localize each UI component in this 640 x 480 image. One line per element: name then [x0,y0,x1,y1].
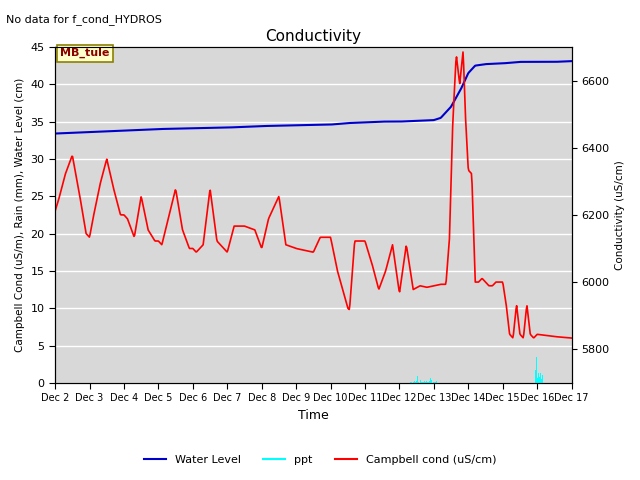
Text: No data for f_cond_HYDROS: No data for f_cond_HYDROS [6,14,163,25]
Water Level [568,58,575,64]
Water Level [184,126,192,132]
Y-axis label: Conductivity (uS/cm): Conductivity (uS/cm) [615,160,625,270]
Campbell cond (uS/cm) [351,238,359,244]
Campbell cond (uS/cm) [497,279,504,285]
Line: Campbell cond (uS/cm): Campbell cond (uS/cm) [55,52,572,338]
Text: MB_tule: MB_tule [60,48,109,58]
Campbell cond (uS/cm) [51,208,59,214]
Water Level [143,127,150,132]
Y-axis label: Campbell Cond (uS/m), Rain (mm), Water Level (cm): Campbell Cond (uS/m), Rain (mm), Water L… [15,78,25,352]
Campbell cond (uS/cm) [83,231,91,237]
Water Level [396,119,404,124]
Campbell cond (uS/cm) [568,335,575,341]
Campbell cond (uS/cm) [365,250,372,256]
Legend: Water Level, ppt, Campbell cond (uS/cm): Water Level, ppt, Campbell cond (uS/cm) [140,451,500,469]
Water Level [51,131,59,136]
Water Level [356,120,364,125]
Water Level [440,111,448,117]
X-axis label: Time: Time [298,409,329,422]
Line: Water Level: Water Level [55,61,572,133]
Campbell cond (uS/cm) [443,270,451,276]
Title: Conductivity: Conductivity [266,29,362,44]
Water Level [285,122,292,128]
Campbell cond (uS/cm) [459,49,467,55]
Campbell cond (uS/cm) [380,272,388,278]
